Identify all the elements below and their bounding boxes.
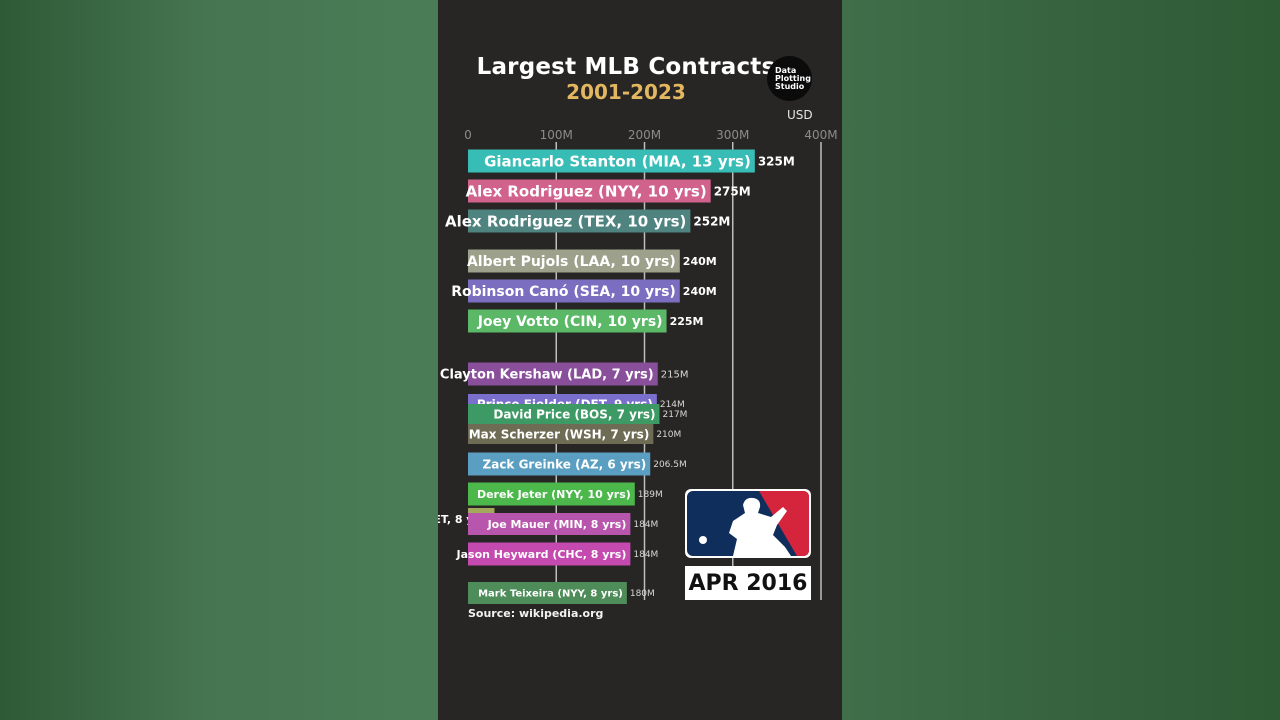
- value-label: 240M: [683, 285, 717, 298]
- bar: [468, 149, 755, 173]
- value-label: 225M: [670, 315, 704, 328]
- value-label: 325M: [758, 154, 795, 168]
- studio-logo-line: Plotting: [775, 73, 811, 83]
- studio-logo: Data Plotting Studio: [767, 56, 812, 101]
- studio-logo-line: Data: [775, 65, 797, 75]
- bar-label: Alex Rodriguez (TEX, 10 yrs): [445, 212, 686, 230]
- bar: [468, 179, 711, 203]
- date-label: APR 2016: [685, 566, 811, 600]
- bar-label: Alex Rodriguez (NYY, 10 yrs): [466, 182, 707, 200]
- bar: [468, 513, 631, 535]
- bar-label: Joey Votto (CIN, 10 yrs): [477, 314, 663, 330]
- tick-label: 200M: [628, 128, 661, 142]
- bar: [468, 362, 658, 386]
- bar-label: Robinson Canó (SEA, 10 yrs): [451, 284, 676, 300]
- bar: [468, 452, 651, 476]
- value-label: 206.5M: [653, 460, 687, 470]
- tick-label: 400M: [804, 128, 837, 142]
- bar: [468, 424, 654, 444]
- value-label: 184M: [633, 550, 658, 560]
- bar: [468, 279, 680, 303]
- bar-chart: 0 100M 200M 300M 400M Giancarlo Stanton (MIA,…: [438, 128, 838, 604]
- value-label: 189M: [638, 490, 663, 500]
- value-label: 214M: [660, 400, 685, 410]
- tick-label: 0: [464, 128, 472, 142]
- bar: [468, 249, 680, 273]
- bar-label: Zack Greinke (AZ, 6 yrs): [483, 457, 647, 471]
- bar: [468, 482, 635, 506]
- bar: [468, 542, 631, 566]
- mlb-logo-icon: [685, 489, 811, 558]
- chart-panel: Largest MLB Contracts 2001-2023 Data Plo…: [438, 0, 842, 720]
- value-label: 184M: [633, 520, 658, 530]
- value-label: 275M: [714, 184, 751, 198]
- tick-label: 100M: [540, 128, 573, 142]
- value-label: 252M: [693, 214, 730, 228]
- value-label: 180M: [630, 589, 655, 599]
- bar-label: Giancarlo Stanton (MIA, 13 yrs): [484, 152, 751, 170]
- bar-label: Max Scherzer (WSH, 7 yrs): [469, 427, 650, 441]
- bar-label: Derek Jeter (NYY, 10 yrs): [477, 488, 631, 501]
- value-label: 217M: [663, 410, 688, 420]
- bar-label: Joe Mauer (MIN, 8 yrs): [487, 518, 627, 531]
- bar-label: Albert Pujols (LAA, 10 yrs): [467, 254, 676, 270]
- bar-label: Clayton Kershaw (LAD, 7 yrs): [440, 368, 654, 383]
- bar-label: David Price (BOS, 7 yrs): [493, 407, 655, 421]
- value-label: 215M: [661, 370, 689, 381]
- tick-label: 300M: [716, 128, 749, 142]
- value-label: 210M: [656, 430, 681, 440]
- bar: [468, 404, 660, 424]
- studio-logo-line: Studio: [775, 81, 805, 91]
- bar: [468, 209, 691, 233]
- chart-subtitle: 2001-2023: [566, 80, 686, 104]
- bar: [468, 582, 627, 604]
- chart-title: Largest MLB Contracts: [476, 54, 776, 80]
- unit-label: USD: [787, 108, 813, 122]
- source-note: Source: wikipedia.org: [468, 607, 604, 620]
- bar: [468, 309, 667, 333]
- value-label: 240M: [683, 255, 717, 268]
- bar-label: Jason Heyward (CHC, 8 yrs): [456, 548, 627, 561]
- bar-label: Mark Teixeira (NYY, 8 yrs): [478, 589, 623, 600]
